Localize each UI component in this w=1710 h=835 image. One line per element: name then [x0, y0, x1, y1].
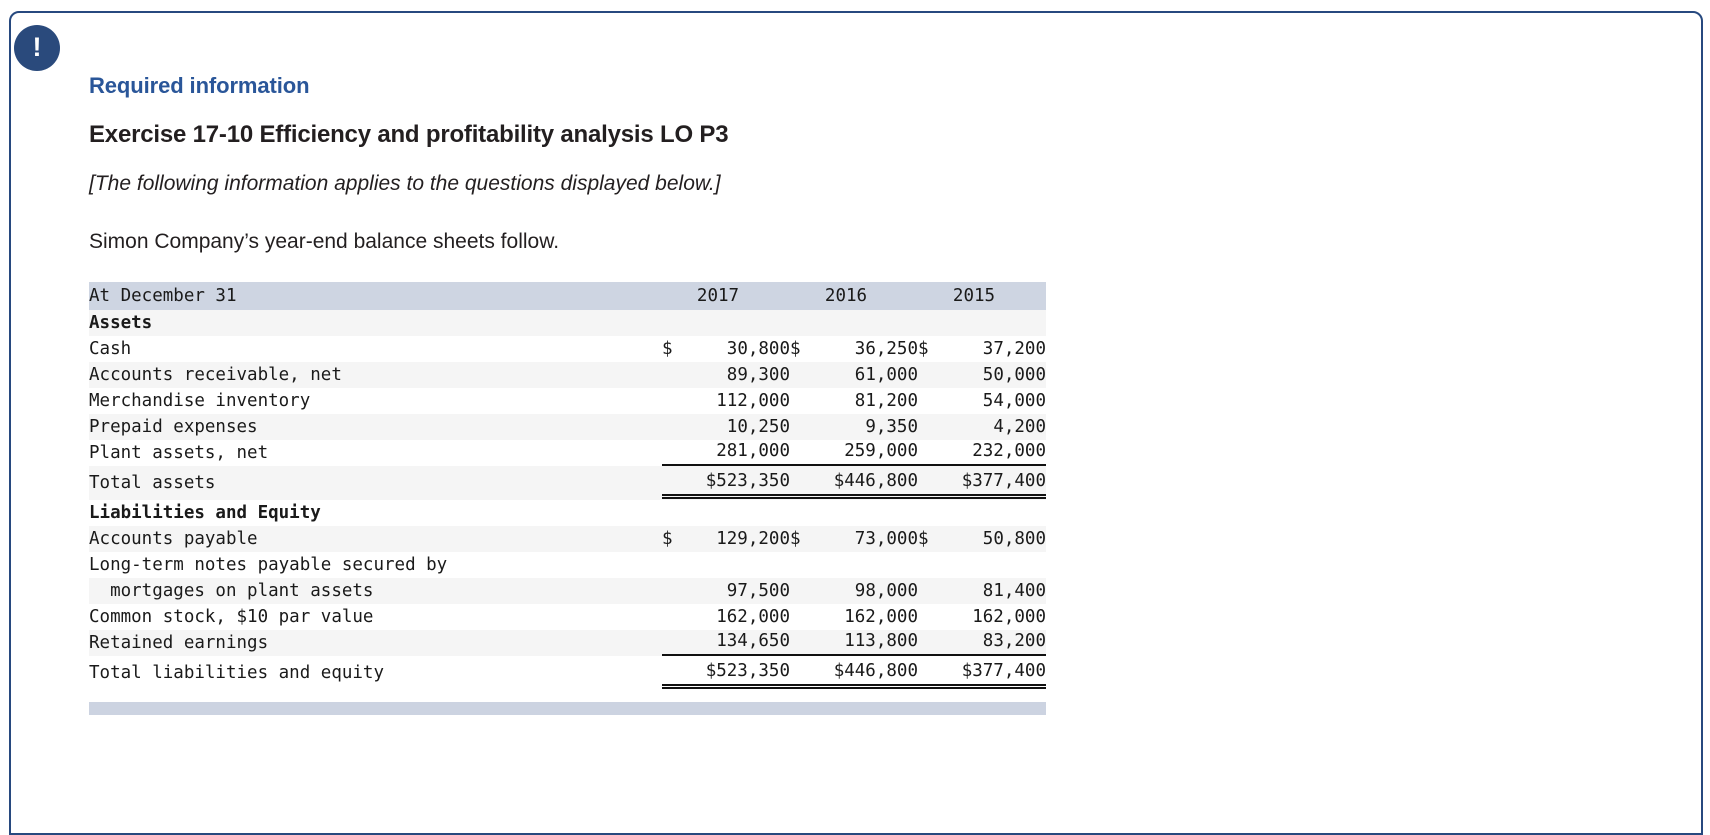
table-row: Long-term notes payable secured by: [89, 552, 1046, 578]
table-row: Plant assets, net 281,000 259,000 232,000: [89, 440, 1046, 466]
row-value: 113,800: [790, 630, 918, 656]
column-header-year: 2015: [918, 282, 1046, 310]
required-information-label: Required information: [89, 73, 310, 98]
row-value: 10,250: [662, 414, 790, 440]
balance-sheet-table-wrap: At December 31 2017 2016 2015 Assets Cash $30…: [89, 282, 1046, 715]
row-value: [790, 310, 918, 336]
row-value: 281,000: [662, 440, 790, 466]
card-content: Required information Exercise 17-10 Effi…: [89, 71, 1681, 833]
column-header-label: At December 31: [89, 282, 662, 310]
section-header-label: Liabilities and Equity: [89, 500, 662, 526]
table-row: Accounts receivable, net 89,300 61,000 50,0…: [89, 362, 1046, 388]
row-value: 89,300: [662, 362, 790, 388]
row-value: 162,000: [918, 604, 1046, 630]
row-value: $50,800: [918, 526, 1046, 552]
row-value: $37,200: [918, 336, 1046, 362]
row-value: 81,200: [790, 388, 918, 414]
row-value: $30,800: [662, 336, 790, 362]
intro-line: Simon Company’s year-end balance sheets …: [89, 230, 560, 253]
row-value: 81,400: [918, 578, 1046, 604]
row-label: Cash: [89, 336, 662, 362]
row-value: $129,200: [662, 526, 790, 552]
row-value: [918, 310, 1046, 336]
page-title: Exercise 17-10 Efficiency and profitabil…: [89, 121, 729, 148]
row-value: 9,350: [790, 414, 918, 440]
table-row: Liabilities and Equity: [89, 500, 1046, 526]
row-label: Common stock, $10 par value: [89, 604, 662, 630]
column-header-year: 2017: [662, 282, 790, 310]
row-value: 162,000: [662, 604, 790, 630]
row-value: 112,000: [662, 388, 790, 414]
table-footer-band: [89, 702, 1046, 715]
row-value: 50,000: [918, 362, 1046, 388]
row-value: 97,500: [662, 578, 790, 604]
row-label: Prepaid expenses: [89, 414, 662, 440]
row-value: $446,800: [790, 466, 918, 500]
table-row: Total liabilities and equity $523,350 $446…: [89, 656, 1046, 690]
table-row: Retained earnings 134,650 113,800 83,200: [89, 630, 1046, 656]
row-value: $36,250: [790, 336, 918, 362]
exclamation-icon: !: [14, 25, 60, 71]
row-value: 259,000: [790, 440, 918, 466]
row-value: [662, 500, 790, 526]
table-row: Cash $30,800 $36,250 $37,200: [89, 336, 1046, 362]
row-value: [790, 500, 918, 526]
table-row: Merchandise inventory 112,000 81,200 54,000: [89, 388, 1046, 414]
row-value: 54,000: [918, 388, 1046, 414]
column-header-year: 2016: [790, 282, 918, 310]
row-value: [790, 552, 918, 578]
row-label: Accounts receivable, net: [89, 362, 662, 388]
row-value: $377,400: [918, 656, 1046, 690]
row-value: $523,350: [662, 656, 790, 690]
table-row: Common stock, $10 par value 162,000 162,00…: [89, 604, 1046, 630]
row-value: 162,000: [790, 604, 918, 630]
row-value: 134,650: [662, 630, 790, 656]
table-row: Prepaid expenses 10,250 9,350 4,200: [89, 414, 1046, 440]
row-value: $73,000: [790, 526, 918, 552]
row-value: 61,000: [790, 362, 918, 388]
row-value: [918, 500, 1046, 526]
table-row: At December 31 2017 2016 2015: [89, 282, 1046, 310]
row-label: Long-term notes payable secured by: [89, 552, 662, 578]
row-label: Retained earnings: [89, 630, 662, 656]
table-row: Total assets $523,350 $446,800 $377,400: [89, 466, 1046, 500]
applies-note: [The following information applies to th…: [89, 172, 721, 195]
row-value: $523,350: [662, 466, 790, 500]
section-header-label: Assets: [89, 310, 662, 336]
row-value: 98,000: [790, 578, 918, 604]
row-value: $377,400: [918, 466, 1046, 500]
row-label: Accounts payable: [89, 526, 662, 552]
row-label: Total assets: [89, 466, 662, 500]
table-row: mortgages on plant assets 97,500 98,000 81,…: [89, 578, 1046, 604]
row-label: Plant assets, net: [89, 440, 662, 466]
required-information-card: ! Required information Exercise 17-10 Ef…: [9, 11, 1703, 835]
row-label: Total liabilities and equity: [89, 656, 662, 690]
row-label: Merchandise inventory: [89, 388, 662, 414]
row-value: 232,000: [918, 440, 1046, 466]
exclamation-glyph: !: [32, 32, 42, 62]
row-value: [662, 310, 790, 336]
row-value: [918, 552, 1046, 578]
row-value: $446,800: [790, 656, 918, 690]
row-value: 4,200: [918, 414, 1046, 440]
table-row: Assets: [89, 310, 1046, 336]
table-row: Accounts payable $129,200 $73,000 $50,800: [89, 526, 1046, 552]
row-label: mortgages on plant assets: [89, 578, 662, 604]
balance-sheet-table: At December 31 2017 2016 2015 Assets Cash $30…: [89, 282, 1046, 690]
row-value: [662, 552, 790, 578]
row-value: 83,200: [918, 630, 1046, 656]
